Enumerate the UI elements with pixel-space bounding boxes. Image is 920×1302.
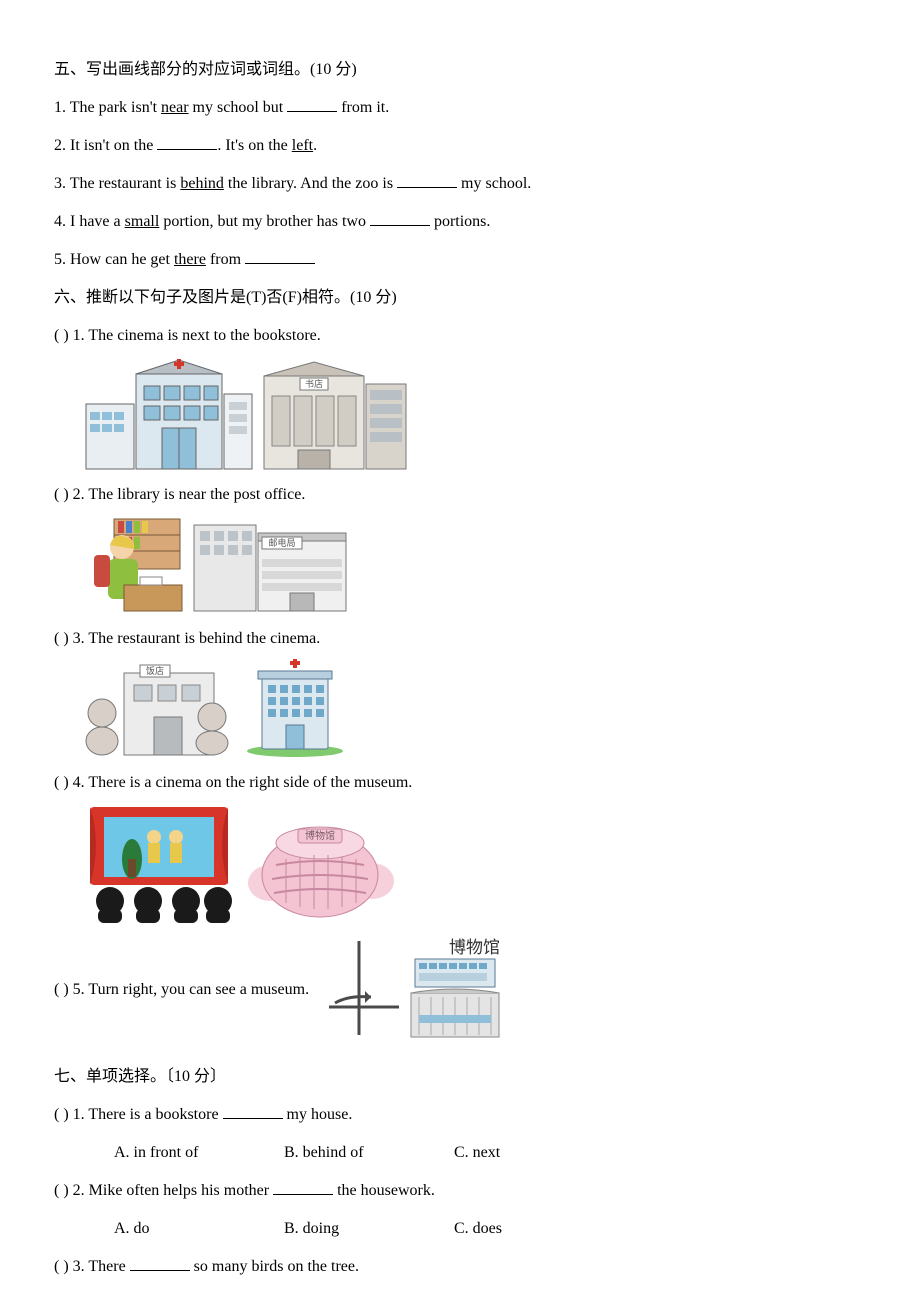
blank[interactable] xyxy=(157,134,217,150)
s5-q1: 1. The park isn't near my school but fro… xyxy=(54,96,866,120)
blank[interactable] xyxy=(370,210,430,226)
choice-b[interactable]: B. doing xyxy=(284,1217,454,1241)
choice-b[interactable]: B. behind of xyxy=(284,1141,454,1165)
text: ( ) 3. There xyxy=(54,1258,130,1275)
text: my house. xyxy=(283,1106,353,1123)
choice-a[interactable]: A. in front of xyxy=(114,1141,284,1165)
choice-c[interactable]: C. does xyxy=(454,1217,502,1241)
svg-text:博物馆: 博物馆 xyxy=(305,829,335,842)
choice-a[interactable]: A. do xyxy=(114,1217,284,1241)
svg-text:书店: 书店 xyxy=(305,378,323,389)
text: so many birds on the tree. xyxy=(190,1258,359,1275)
blank[interactable] xyxy=(245,248,315,264)
section7-title: 七、单项选择。〔10 分〕 xyxy=(54,1065,866,1089)
text: 5. How can he get xyxy=(54,251,174,268)
underline-behind: behind xyxy=(180,175,224,192)
svg-text:饭店: 饭店 xyxy=(146,665,164,676)
underline-near: near xyxy=(161,99,189,116)
s5-q4: 4. I have a small portion, but my brothe… xyxy=(54,210,866,234)
map-museum-icon: 博物馆 xyxy=(319,935,519,1045)
text: 4. I have a xyxy=(54,213,125,230)
blank[interactable] xyxy=(130,1255,190,1271)
text: my school. xyxy=(457,175,531,192)
svg-text:博物馆: 博物馆 xyxy=(449,938,500,957)
blank[interactable] xyxy=(397,172,457,188)
library-person-icon xyxy=(84,515,184,615)
s6-q4-images: 博物馆 xyxy=(84,803,866,923)
s6-q1-images: 书店 xyxy=(84,356,866,471)
s6-q3: ( ) 3. The restaurant is behind the cine… xyxy=(54,627,866,651)
text: from it. xyxy=(337,99,389,116)
s6-q3-images: 饭店 xyxy=(84,659,866,759)
s6-q2-images: 邮电局 xyxy=(84,515,866,615)
text: . It's on the xyxy=(217,137,291,154)
text: the housework. xyxy=(333,1182,435,1199)
blank[interactable] xyxy=(273,1179,333,1195)
text: ( ) 2. Mike often helps his mother xyxy=(54,1182,273,1199)
s7-q3: ( ) 3. There so many birds on the tree. xyxy=(54,1255,866,1279)
restaurant-icon: 饭店 xyxy=(84,659,234,759)
s5-q3: 3. The restaurant is behind the library.… xyxy=(54,172,866,196)
underline-there: there xyxy=(174,251,206,268)
s7-q1-choices: A. in front of B. behind of C. next xyxy=(114,1141,866,1165)
choice-c[interactable]: C. next xyxy=(454,1141,500,1165)
text: ( ) 1. There is a bookstore xyxy=(54,1106,223,1123)
s7-q1: ( ) 1. There is a bookstore my house. xyxy=(54,1103,866,1127)
pink-museum-icon: 博物馆 xyxy=(240,803,400,923)
hospital-icon xyxy=(84,356,254,471)
s6-q2: ( ) 2. The library is near the post offi… xyxy=(54,483,866,507)
blank[interactable] xyxy=(223,1103,283,1119)
section5-title: 五、写出画线部分的对应词或词组。(10 分) xyxy=(54,58,866,82)
text: the library. And the zoo is xyxy=(224,175,397,192)
s7-q2-choices: A. do B. doing C. does xyxy=(114,1217,866,1241)
underline-left: left xyxy=(292,137,313,154)
s5-q2: 2. It isn't on the . It's on the left. xyxy=(54,134,866,158)
text: my school but xyxy=(189,99,288,116)
s6-q1: ( ) 1. The cinema is next to the booksto… xyxy=(54,324,866,348)
text: 2. It isn't on the xyxy=(54,137,157,154)
s6-q5: ( ) 5. Turn right, you can see a museum. xyxy=(54,978,309,1002)
text: 1. The park isn't xyxy=(54,99,161,116)
postoffice-icon: 邮电局 xyxy=(190,515,350,615)
bookstore-icon: 书店 xyxy=(260,356,410,471)
s5-q5: 5. How can he get there from xyxy=(54,248,866,272)
s6-q4: ( ) 4. There is a cinema on the right si… xyxy=(54,771,866,795)
s7-q2: ( ) 2. Mike often helps his mother the h… xyxy=(54,1179,866,1203)
underline-small: small xyxy=(125,213,160,230)
text: from xyxy=(206,251,245,268)
svg-text:邮电局: 邮电局 xyxy=(268,537,295,548)
text: . xyxy=(313,137,317,154)
section6-title: 六、推断以下句子及图片是(T)否(F)相符。(10 分) xyxy=(54,286,866,310)
text: 3. The restaurant is xyxy=(54,175,180,192)
blank[interactable] xyxy=(287,96,337,112)
text: portions. xyxy=(430,213,490,230)
text: portion, but my brother has two xyxy=(159,213,370,230)
cinema-stage-icon xyxy=(84,803,234,923)
small-hospital-icon xyxy=(240,659,350,759)
